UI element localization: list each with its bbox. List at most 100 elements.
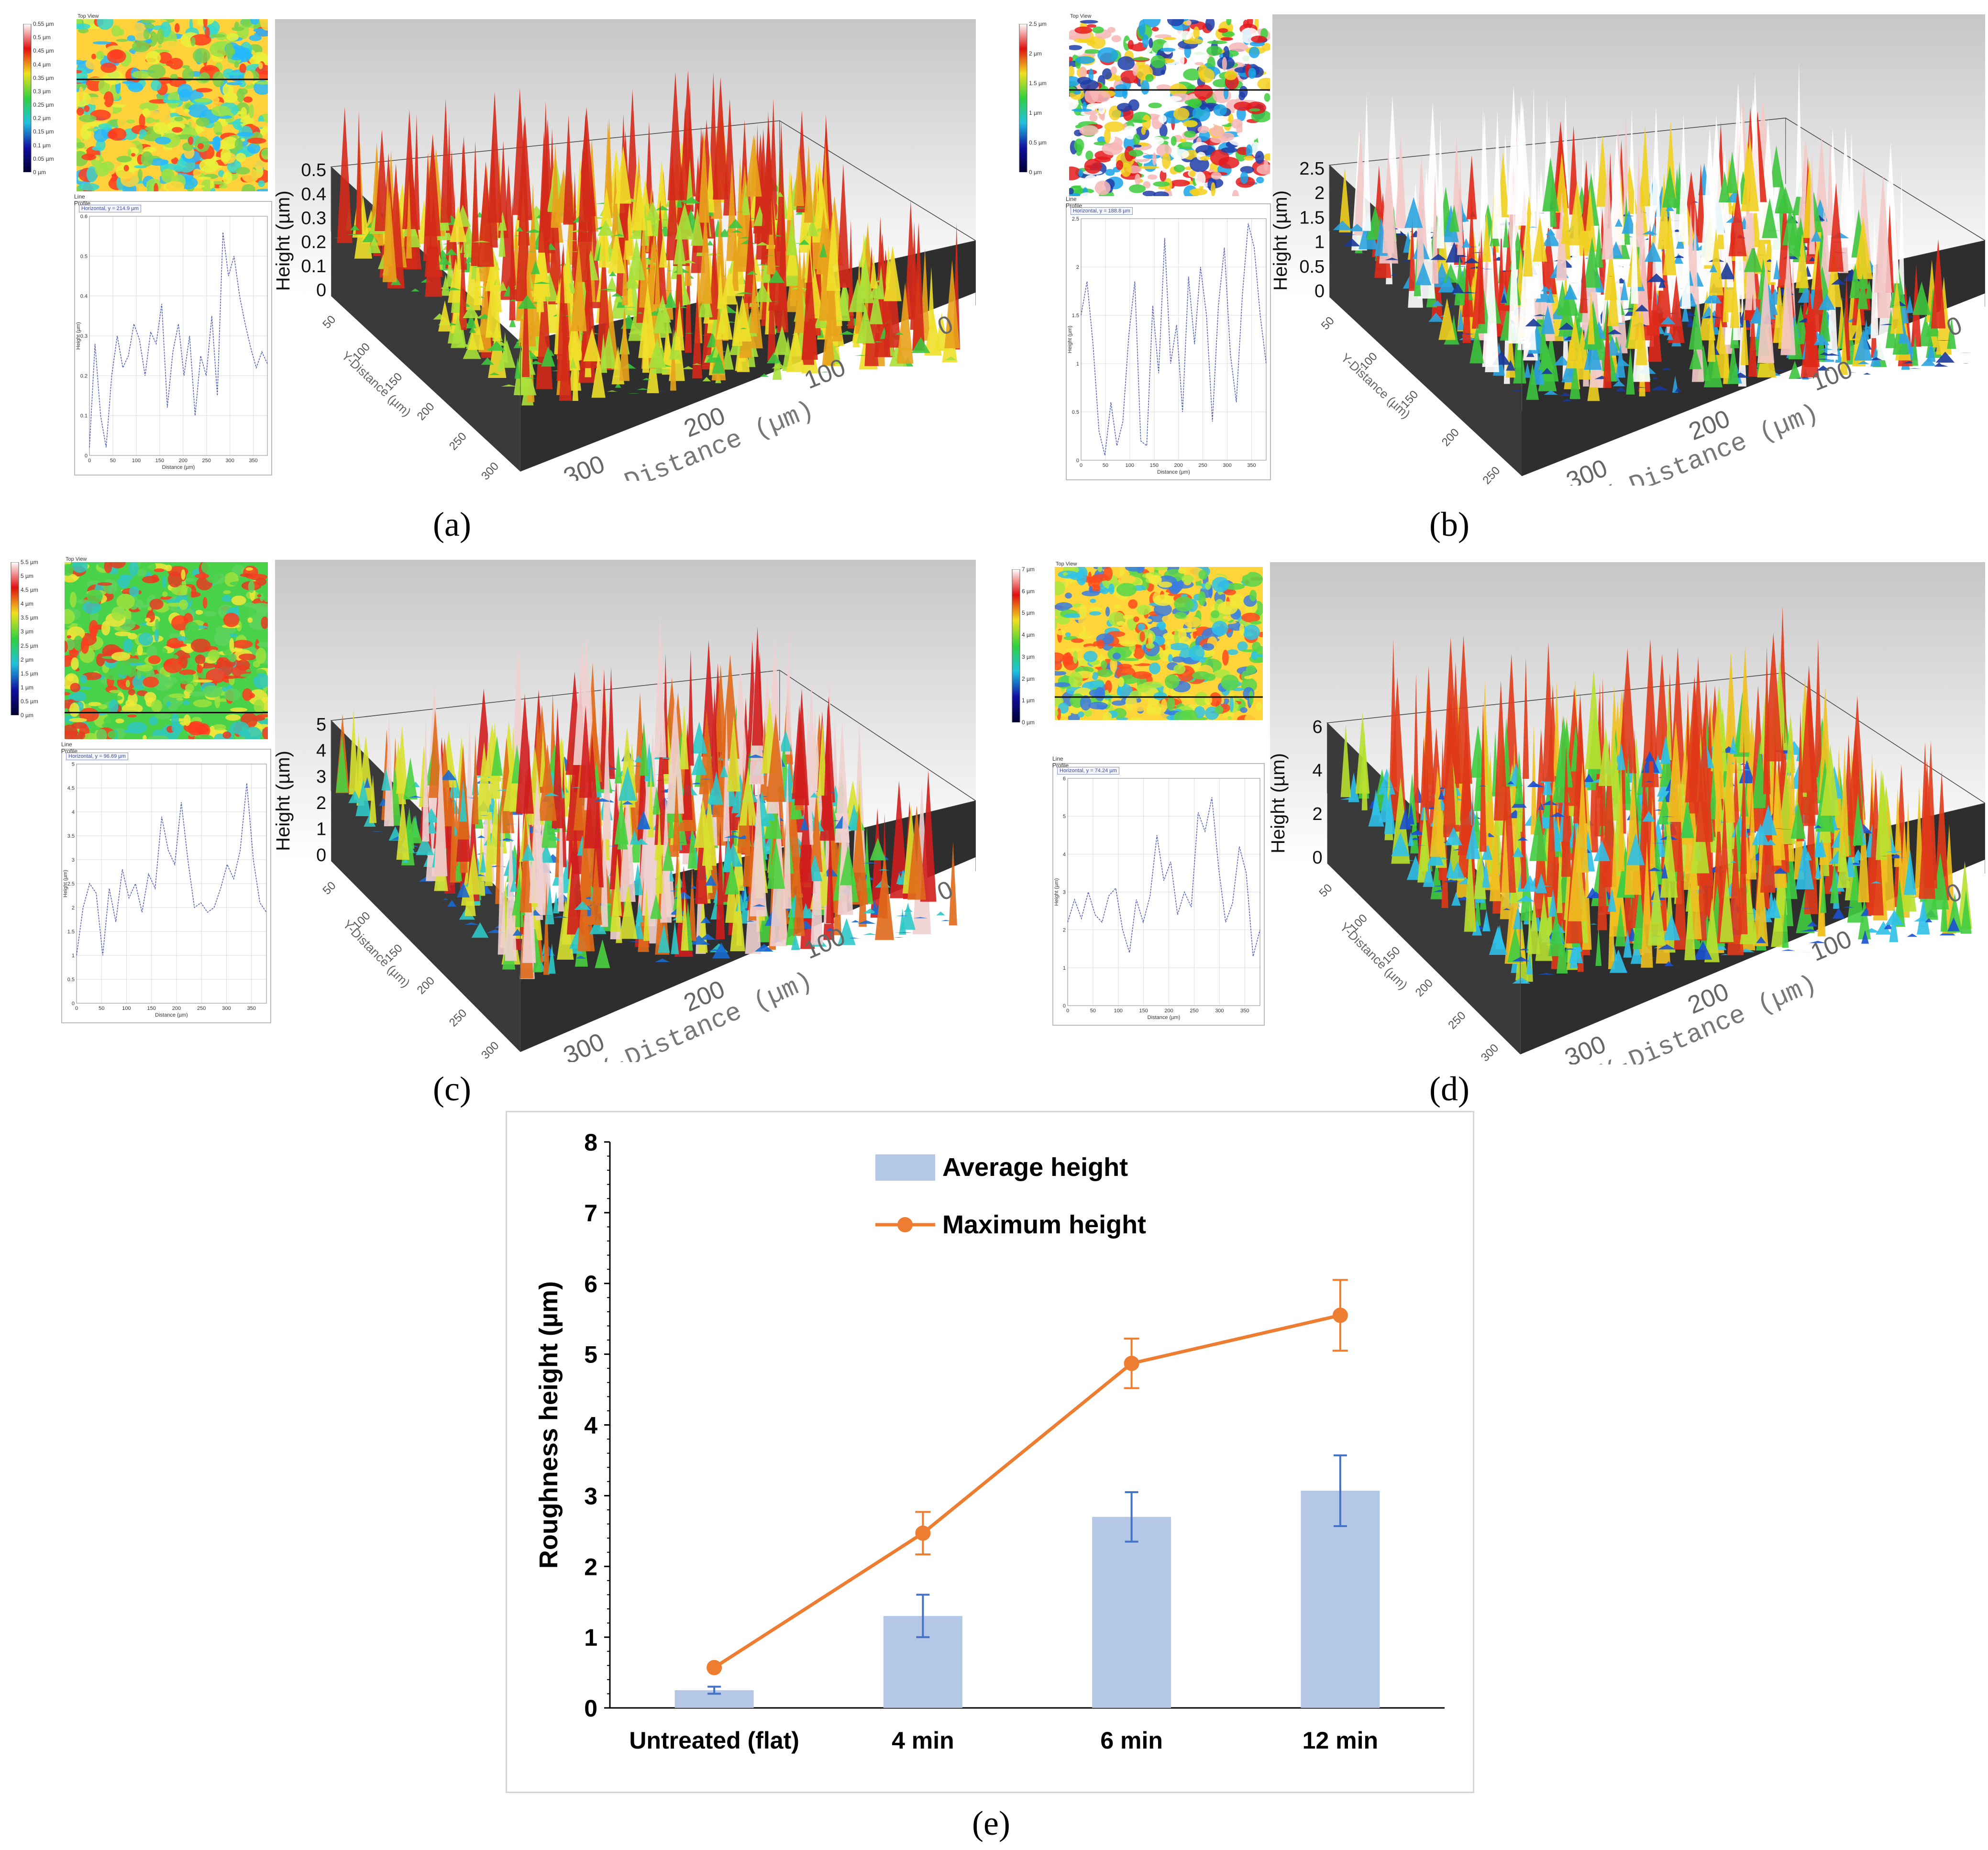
surface-peak: [638, 282, 657, 358]
surface-peak: [776, 120, 786, 252]
surface-peak: [707, 949, 721, 951]
topview-blob: [158, 596, 174, 600]
surface-peak: [614, 294, 624, 302]
topview-blob: [1147, 703, 1154, 716]
topview-blob: [1076, 658, 1088, 666]
surface-peak: [1703, 341, 1723, 388]
surface-peak: [1451, 283, 1464, 293]
surface-peak: [1819, 348, 1833, 350]
surface-peak: [1462, 257, 1471, 343]
surface-peak: [1796, 377, 1813, 379]
legend-tick: 0.4 µm: [33, 61, 51, 68]
surface-peak: [1541, 305, 1555, 334]
surface-peak: [552, 891, 560, 914]
topview-blob: [202, 597, 208, 609]
topview-blob: [77, 60, 85, 65]
surface-peak: [667, 809, 675, 839]
render-ytick: 200: [1439, 426, 1462, 449]
topview-blob: [158, 647, 168, 656]
surface-peak: [716, 296, 733, 340]
topview-blob: [1120, 162, 1132, 177]
profile-xtick: 300: [222, 1006, 231, 1011]
surface-peak: [565, 313, 584, 360]
surface-peak: [839, 845, 857, 886]
topview-blob: [1104, 121, 1125, 132]
surface-peak: [709, 771, 724, 805]
surface-peak: [639, 389, 653, 390]
surface-peak: [751, 626, 763, 746]
surface-peak: [403, 757, 418, 800]
topview-blob: [1127, 119, 1147, 123]
topview-blob: [145, 51, 161, 65]
surface-peak: [1661, 367, 1671, 370]
topview-blob: [73, 635, 83, 651]
topview-blob: [1159, 581, 1172, 588]
topview-blob: [92, 41, 111, 44]
surface-peak: [756, 264, 769, 266]
topview-blob: [208, 620, 217, 630]
topview-blob: [1082, 101, 1087, 111]
surface-peak: [732, 300, 743, 346]
topview-blob: [65, 692, 70, 696]
topview-blob: [1086, 24, 1096, 28]
surface-peak: [438, 256, 451, 265]
topview-blob: [1105, 607, 1110, 617]
surface-peak: [737, 155, 744, 236]
surface-peak: [1635, 202, 1650, 325]
topview-blob: [158, 44, 162, 48]
profile-xtick: 350: [1247, 463, 1256, 468]
topview-blob: [1097, 567, 1103, 572]
topview-blob: [190, 37, 196, 46]
surface-peak: [1635, 304, 1649, 311]
surface-peak: [477, 161, 494, 267]
topview-blob: [1117, 56, 1135, 70]
topview-blob: [1146, 643, 1155, 649]
surface-peak: [637, 810, 651, 830]
surface-peak: [684, 332, 694, 334]
surface-peak: [1443, 263, 1458, 283]
topview-blob: [190, 586, 197, 598]
topview-blob: [154, 183, 158, 191]
profile-axes: [76, 764, 267, 1004]
surface-peak: [1568, 181, 1587, 245]
topview-blob: [238, 654, 256, 661]
topview-blob: [1122, 87, 1128, 99]
topview-blob: [1102, 712, 1112, 720]
topview-blob: [214, 631, 231, 646]
surface-peak: [473, 266, 487, 267]
surface-peak: [558, 764, 564, 912]
topview-blob: [1105, 169, 1115, 176]
surface-peak: [450, 778, 456, 883]
surface-peak: [1458, 308, 1464, 331]
surface-peak: [1667, 332, 1674, 340]
topview-blob: [1071, 108, 1092, 112]
topview-blob: [1205, 582, 1211, 590]
topview-blob: [127, 652, 147, 655]
topview-blob: [82, 733, 100, 739]
topview-blob: [1213, 120, 1229, 125]
surface-peak: [1898, 171, 1905, 295]
topview-blob: [1093, 67, 1103, 71]
legend-tick: 0.15 µm: [33, 128, 54, 135]
topview-blob: [115, 660, 132, 676]
surface-peak: [804, 228, 814, 283]
surface-peak: [413, 114, 420, 230]
surface-peak: [1339, 167, 1351, 233]
topview-blob: [1210, 610, 1220, 619]
surface-peak: [451, 313, 465, 348]
topview-blob: [249, 34, 262, 41]
render-height-label: Height (µm): [275, 190, 294, 291]
surface-peak: [521, 843, 534, 861]
topview-blob: [128, 688, 135, 696]
surface-peak: [681, 891, 689, 951]
topview-blob: [220, 147, 231, 163]
surface-peak: [1391, 273, 1397, 276]
topview-blob: [249, 104, 254, 119]
surface-peak: [1809, 256, 1816, 261]
surface-peak: [1663, 210, 1677, 276]
topview-blob: [196, 117, 210, 127]
legend-tick: 0.1 µm: [33, 142, 51, 149]
surface-peak: [648, 764, 654, 838]
surface-peak: [655, 205, 670, 210]
surface-peak: [1853, 216, 1873, 279]
